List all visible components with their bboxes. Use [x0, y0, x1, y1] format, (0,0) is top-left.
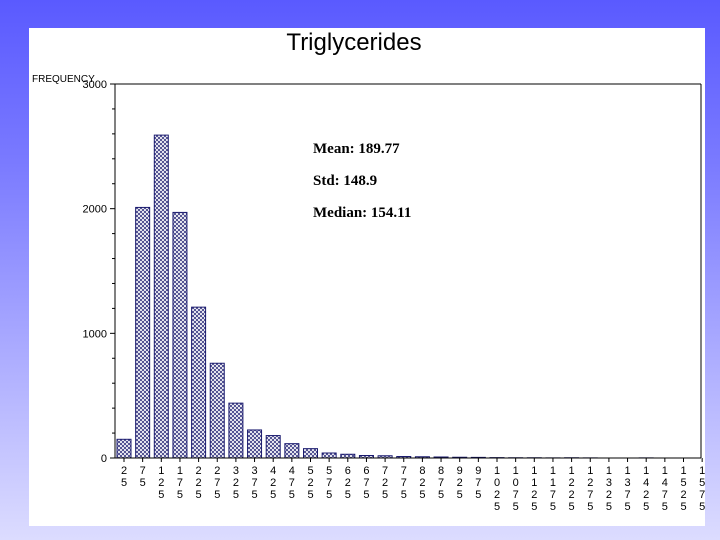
chart-panel: Triglycerides FREQUENCY Mean: 189.77 Std:… — [29, 28, 705, 526]
bar-125 — [153, 134, 169, 459]
bar-575 — [321, 452, 337, 459]
chart-title: Triglycerides — [286, 29, 421, 56]
axes-group: 0 1000 2000 3000 2 5 7 5 1 2 5 1 7 5 2 2 5 2 7 5 3 2 5 3 7 5 4 2 5 4 7… — [83, 79, 705, 513]
y-tick-label: 3000 — [83, 79, 107, 91]
histogram-chart: Triglycerides FREQUENCY Mean: 189.77 Std:… — [32, 29, 705, 513]
bar-375 — [247, 429, 263, 459]
bar-325 — [228, 402, 244, 459]
bar-275 — [209, 362, 225, 459]
stat-annotation: Median: 154.11 — [313, 205, 411, 221]
bar-625 — [340, 453, 356, 459]
y-tick-label: 2000 — [83, 204, 107, 216]
bar-75 — [135, 206, 151, 459]
stats-annotations: Mean: 189.77 Std: 148.9 Median: 154.11 — [313, 141, 411, 221]
y-axis-label: FREQUENCY — [32, 74, 95, 85]
bar-525 — [303, 448, 318, 459]
y-tick-label: 1000 — [83, 328, 107, 340]
stat-annotation: Mean: 189.77 — [313, 141, 400, 157]
bar-475 — [284, 443, 300, 459]
stat-annotation: Std: 148.9 — [313, 173, 377, 189]
bar-175 — [172, 211, 188, 459]
bar-425 — [265, 435, 281, 459]
y-tick-label: 0 — [101, 453, 107, 465]
bar-25 — [116, 438, 132, 459]
bar-225 — [191, 306, 207, 459]
bars-group — [116, 134, 654, 459]
